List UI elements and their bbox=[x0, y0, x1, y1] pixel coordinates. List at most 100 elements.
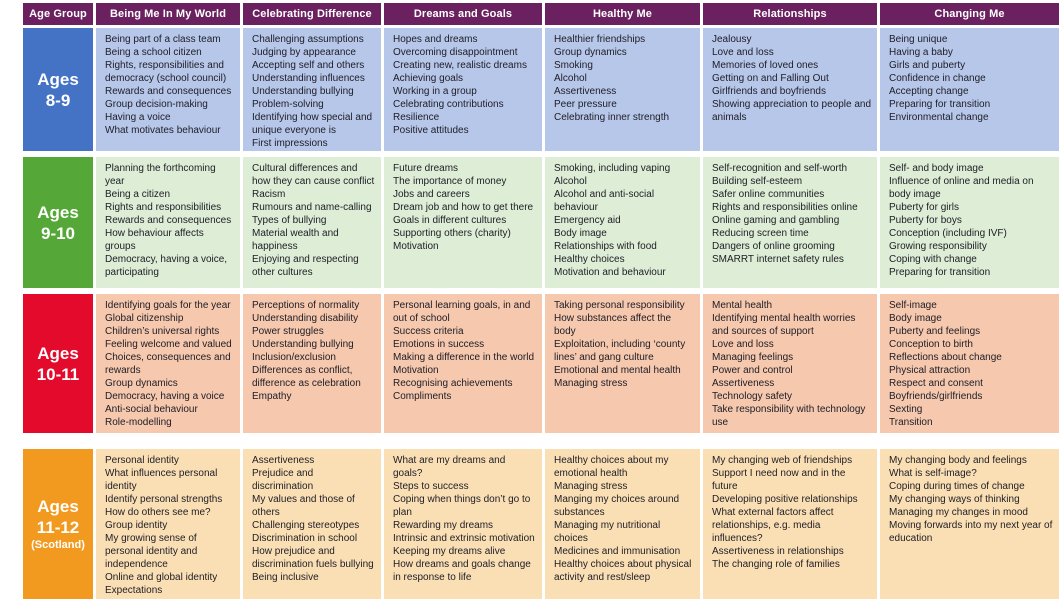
topic-item: Motivation bbox=[393, 365, 439, 376]
topic-item: Self-recognition and self-worth bbox=[712, 163, 848, 174]
topic-item: Preparing for transition bbox=[889, 267, 991, 278]
topic-item: Being a school citizen bbox=[105, 47, 202, 58]
topic-cell: Assertiveness Prejudice and discriminatio… bbox=[243, 449, 381, 599]
column-header-healthy-me: Healthy Me bbox=[545, 3, 700, 25]
topic-item: Celebrating inner strength bbox=[554, 112, 670, 123]
topic-item: Personal learning goals, in and out of s… bbox=[393, 300, 531, 324]
topic-item: Prejudice and discrimination bbox=[252, 468, 314, 492]
topic-item: Empathy bbox=[252, 391, 292, 402]
topic-cell: Identifying goals for the year Global cit… bbox=[96, 294, 240, 433]
age-group-label: 10-11 bbox=[36, 364, 80, 384]
topic-item: Transition bbox=[889, 417, 933, 428]
topic-item: Technology safety bbox=[712, 391, 793, 402]
topic-item: Dangers of online grooming bbox=[712, 241, 835, 252]
topic-item: Understanding disability bbox=[252, 313, 359, 324]
topic-item: Understanding bullying bbox=[252, 86, 354, 97]
topic-cell: Self- and body image Influence of online … bbox=[880, 157, 1059, 288]
topic-cell: Personal identity What influences persona… bbox=[96, 449, 240, 599]
topic-item: My changing ways of thinking bbox=[889, 494, 1020, 505]
topic-item: Managing my nutritional choices bbox=[554, 520, 661, 544]
topic-item: Achieving goals bbox=[393, 73, 464, 84]
topic-item: Managing my changes in mood bbox=[889, 507, 1028, 518]
topic-item: Mental health bbox=[712, 300, 773, 311]
age-group-cell: Ages 11-12 (Scotland) bbox=[23, 449, 93, 599]
topic-item: Safer online communities bbox=[712, 189, 825, 200]
topic-item: Identify personal strengths bbox=[105, 494, 223, 505]
topic-item: Differences as conflict, difference as c… bbox=[252, 365, 361, 389]
topic-item: Intrinsic and extrinsic motivation bbox=[393, 533, 535, 544]
topic-item: Perceptions of normality bbox=[252, 300, 360, 311]
topic-item: Puberty and feelings bbox=[889, 326, 981, 337]
topic-item: Body image bbox=[889, 313, 942, 324]
topic-item: Resilience bbox=[393, 112, 440, 123]
topic-cell: Cultural differences and how they can ca… bbox=[243, 157, 381, 288]
age-group-cell: Ages 9-10 bbox=[23, 157, 93, 288]
column-header-celebrating-difference: Celebrating Difference bbox=[243, 3, 381, 25]
topic-item: How substances affect the body bbox=[554, 313, 672, 337]
topic-cell: What are my dreams and goals? Steps to su… bbox=[384, 449, 542, 599]
topic-item: Puberty for girls bbox=[889, 202, 960, 213]
topic-item: Self- and body image bbox=[889, 163, 984, 174]
topic-item: Managing feelings bbox=[712, 352, 794, 363]
topic-item: How behaviour affects groups bbox=[105, 228, 204, 252]
topic-item: Memories of loved ones bbox=[712, 60, 819, 71]
topic-item: Love and loss bbox=[712, 339, 774, 350]
topic-item: Physical attraction bbox=[889, 365, 971, 376]
table-body: Ages 8-9 Being part of a class team Being a… bbox=[23, 28, 1059, 599]
topic-item: Alcohol and anti-social behaviour bbox=[554, 189, 655, 213]
topic-item: Supporting others (charity) bbox=[393, 228, 511, 239]
topic-item: Healthy choices about physical activity … bbox=[554, 559, 692, 583]
topic-item: Showing appreciation to people and anima… bbox=[712, 99, 872, 123]
topic-item: Having a voice bbox=[105, 112, 171, 123]
topic-item: Racism bbox=[252, 189, 286, 200]
topic-item: Love and loss bbox=[712, 47, 774, 58]
topic-item: Group decision-making bbox=[105, 99, 208, 110]
topic-item: Recognising achievements bbox=[393, 378, 513, 389]
table-row: Ages 8-9 Being part of a class team Being a… bbox=[23, 28, 1059, 151]
topic-item: Reflections about change bbox=[889, 352, 1002, 363]
topic-item: Material wealth and happiness bbox=[252, 228, 339, 252]
topic-item: Expectations bbox=[105, 585, 163, 596]
topic-item: Accepting self and others bbox=[252, 60, 365, 71]
topic-item: Positive attitudes bbox=[393, 125, 469, 136]
topic-item: Healthier friendships bbox=[554, 34, 646, 45]
topic-item: How dreams and goals change in response … bbox=[393, 559, 531, 583]
topic-item: How do others see me? bbox=[105, 507, 211, 518]
topic-item: Jealousy bbox=[712, 34, 752, 45]
topic-item: Hopes and dreams bbox=[393, 34, 478, 45]
table-row: Ages 9-10 Planning the forthcoming year Bei… bbox=[23, 157, 1059, 288]
topic-item: Types of bullying bbox=[252, 215, 327, 226]
topic-cell: Taking personal responsibility How substa… bbox=[545, 294, 700, 433]
topic-item: Being unique bbox=[889, 34, 948, 45]
topic-item: What external factors affect relationshi… bbox=[712, 507, 834, 544]
topic-item: What influences personal identity bbox=[105, 468, 218, 492]
topic-item: Moving forwards into my next year of edu… bbox=[889, 520, 1053, 544]
topic-item: Identifying goals for the year bbox=[105, 300, 231, 311]
topic-cell: Mental health Identifying mental health w… bbox=[703, 294, 877, 433]
topic-item: Getting on and Falling Out bbox=[712, 73, 829, 84]
topic-item: Confidence in change bbox=[889, 73, 986, 84]
topic-item: Challenging stereotypes bbox=[252, 520, 360, 531]
topic-item: Alcohol bbox=[554, 176, 587, 187]
topic-item: Preparing for transition bbox=[889, 99, 991, 110]
topic-item: Manging my choices around substances bbox=[554, 494, 680, 518]
topic-item: Planning the forthcoming year bbox=[105, 163, 216, 187]
topic-item: Motivation and behaviour bbox=[554, 267, 666, 278]
topic-cell: Jealousy Love and loss Memories of loved o… bbox=[703, 28, 877, 151]
topic-item: Power and control bbox=[712, 365, 793, 376]
topic-item: SMARRT internet safety rules bbox=[712, 254, 844, 265]
topic-item: Emotional and mental health bbox=[554, 365, 681, 376]
topic-item: Rights and responsibilities online bbox=[712, 202, 858, 213]
topic-item: My growing sense of personal identity an… bbox=[105, 533, 198, 570]
topic-item: Judging by appearance bbox=[252, 47, 356, 58]
topic-item: Power struggles bbox=[252, 326, 324, 337]
age-group-cell: Ages 8-9 bbox=[23, 28, 93, 151]
table-row: Ages 10-11 Identifying goals for the year G… bbox=[23, 294, 1059, 433]
topic-item: Online gaming and gambling bbox=[712, 215, 840, 226]
topic-item: Anti-social behaviour bbox=[105, 404, 198, 415]
topic-cell: Planning the forthcoming year Being a cit… bbox=[96, 157, 240, 288]
topic-item: Smoking, including vaping bbox=[554, 163, 671, 174]
age-group-cell: Ages 10-11 bbox=[23, 294, 93, 433]
topic-item: Enjoying and respecting other cultures bbox=[252, 254, 359, 278]
topic-item: Boyfriends/girlfriends bbox=[889, 391, 983, 402]
